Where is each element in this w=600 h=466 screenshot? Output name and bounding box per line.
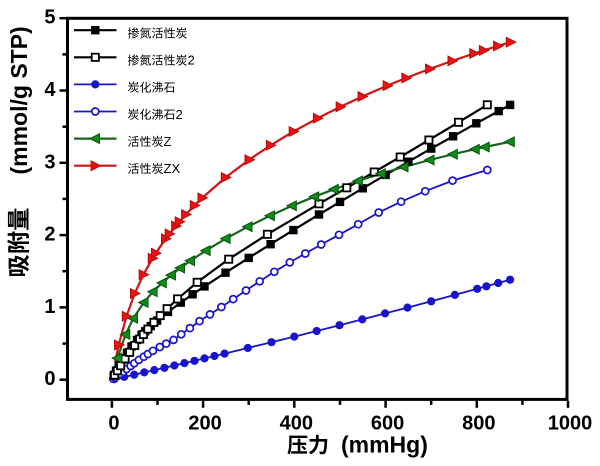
svg-text:800: 800 — [462, 413, 495, 435]
svg-text:1000: 1000 — [548, 413, 593, 435]
svg-text:1: 1 — [44, 296, 55, 318]
svg-text:400: 400 — [280, 413, 313, 435]
svg-text:(mmHg): (mmHg) — [341, 432, 428, 458]
svg-text:5: 5 — [44, 7, 55, 29]
svg-text:2: 2 — [44, 224, 55, 246]
svg-text:ZX: ZX — [164, 161, 181, 176]
svg-text:3: 3 — [44, 151, 55, 173]
svg-text:2: 2 — [176, 107, 183, 122]
svg-text:0: 0 — [44, 368, 55, 390]
svg-text:600: 600 — [371, 413, 404, 435]
svg-text:4: 4 — [44, 79, 56, 101]
svg-text:Z: Z — [164, 134, 172, 149]
svg-text:2: 2 — [188, 53, 195, 68]
svg-text:0: 0 — [108, 413, 119, 435]
svg-text:(mmol/g STP): (mmol/g STP) — [6, 26, 32, 174]
svg-text:200: 200 — [188, 413, 221, 435]
